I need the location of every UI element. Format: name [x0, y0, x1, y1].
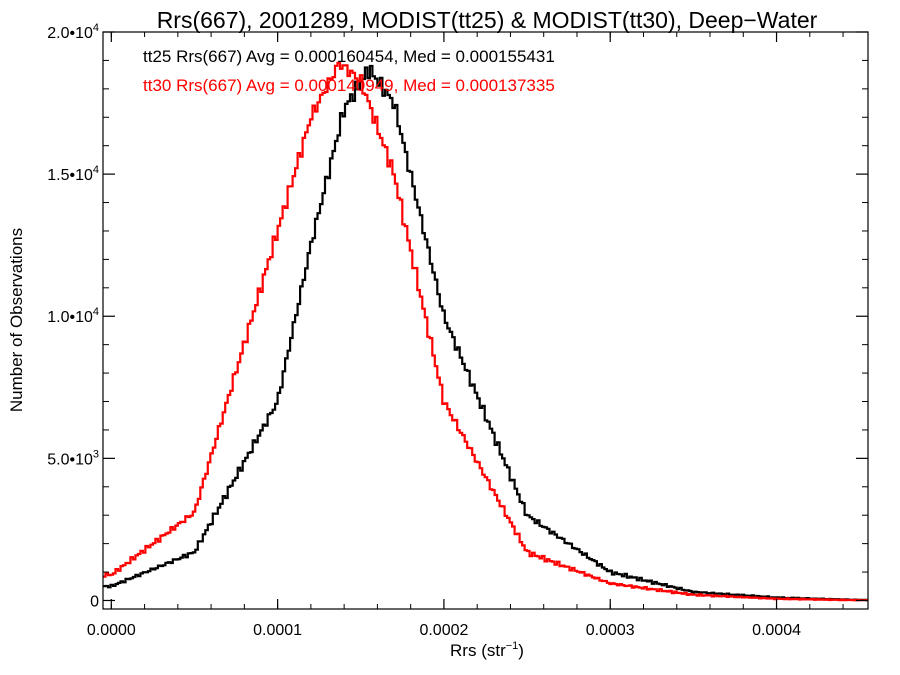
x-tick-label: 0.0001	[253, 622, 302, 639]
x-axis-label-exponent: −1	[506, 640, 519, 652]
plot-frame	[102, 31, 869, 610]
y-tick-label: 2.0•104	[47, 22, 99, 42]
x-tick-label: 0.0000	[87, 622, 136, 639]
x-tick-label: 0.0003	[586, 622, 635, 639]
y-axis-label: Number of Observations	[7, 228, 26, 412]
y-tick-label: 1.5•104	[47, 164, 99, 184]
y-tick-label: 1.0•104	[47, 306, 99, 326]
axes: 0.0000 0.0001 0.0002 0.0003 0.0004 0 5.0•103 1.…	[47, 22, 868, 639]
series-line-tt25	[103, 64, 868, 602]
x-axis-label: Rrs (str−1)	[450, 640, 524, 660]
y-tick-label: 0	[90, 593, 99, 610]
x-tick-label: 0.0004	[752, 622, 801, 639]
series-line-tt30	[103, 61, 868, 602]
x-tick-label: 0.0002	[419, 622, 468, 639]
legend-entry-tt25: tt25 Rrs(667) Avg = 0.000160454, Med = 0…	[143, 47, 555, 66]
chart-title: Rrs(667), 2001289, MODIST(tt25) & MODIST…	[157, 7, 818, 33]
legend-entry-tt30: tt30 Rrs(667) Avg = 0.000140949, Med = 0…	[143, 76, 555, 95]
y-tick-label: 5.0•103	[47, 448, 99, 468]
series-layer	[103, 61, 868, 602]
